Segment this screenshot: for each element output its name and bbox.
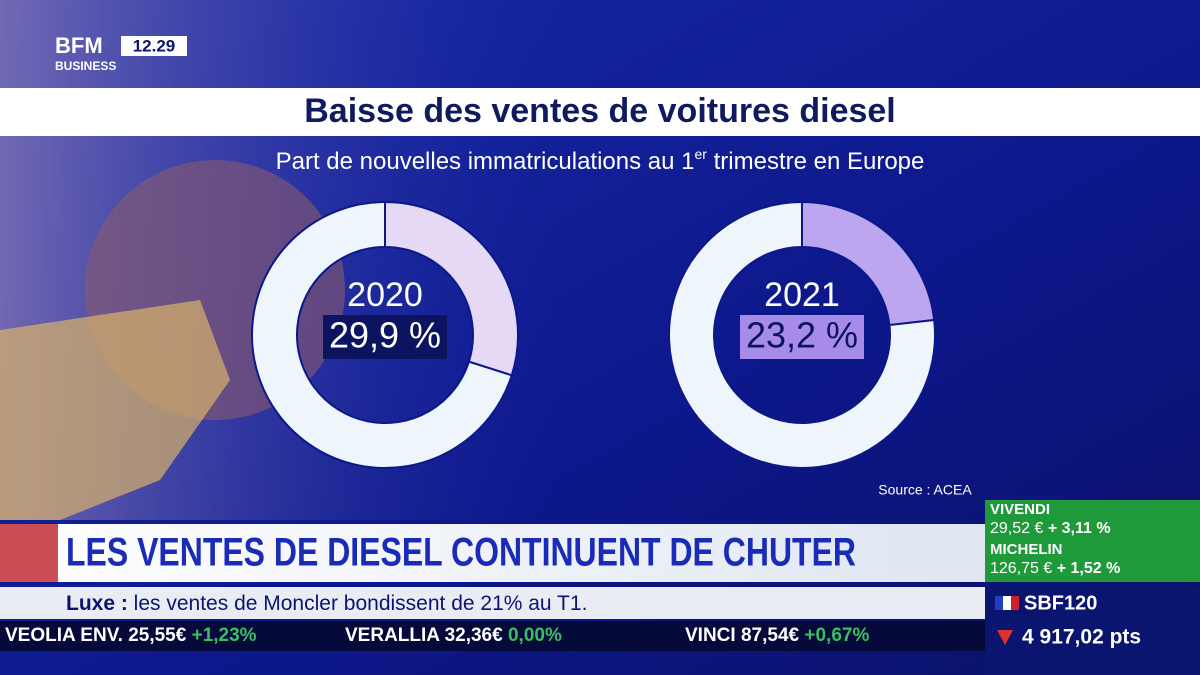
news-topic: Luxe :	[66, 592, 128, 615]
headline-accent	[0, 524, 58, 582]
subtitle: Part de nouvelles immatriculations au 1e…	[276, 146, 925, 176]
flag	[995, 596, 1003, 610]
value-label: 23,2 %	[746, 315, 858, 356]
flag	[1003, 596, 1011, 610]
value-box	[740, 315, 864, 359]
stock-quote: 29,52 € + 3,11 %	[990, 520, 1111, 537]
ticker-text: 87,54€	[741, 625, 800, 646]
headline-band	[0, 524, 985, 582]
ticker: VEOLIA ENV. 25,55€ +1,23% VERALLIA 32,36…	[5, 625, 869, 646]
stock-price: 29,52 €	[990, 520, 1043, 537]
donut-segment	[668, 200, 936, 469]
stock-price: 126,75 €	[990, 560, 1052, 577]
index-name: SBF120	[1024, 592, 1097, 614]
photo-shape	[0, 300, 230, 520]
ticker-change: +1,23%	[192, 625, 257, 646]
ticker-item: VEOLIA ENV. 25,55€ +1,23%	[5, 625, 257, 646]
value-label: 29,9 %	[329, 315, 441, 356]
stock-change: + 1,52 %	[1057, 560, 1121, 577]
stock-change: + 3,11 %	[1048, 520, 1111, 537]
value-box	[323, 315, 447, 359]
stocks-panel	[985, 500, 1200, 582]
source: Source : ACEA	[878, 482, 972, 498]
title: Baisse des ventes de voitures diesel	[304, 92, 896, 130]
news-band	[0, 587, 985, 619]
ticker-band	[0, 621, 985, 651]
stock-name: MICHELIN	[990, 541, 1063, 558]
ticker-text: VINCI	[685, 625, 736, 646]
ticker-change: +0,67%	[804, 625, 869, 646]
flag	[1011, 596, 1019, 610]
year-label: 2021	[764, 276, 840, 314]
ticker-item: VINCI 87,54€ +0,67%	[685, 625, 869, 646]
subtitle-sup: er	[694, 146, 707, 162]
ticker-item: VERALLIA 32,36€ 0,00%	[345, 625, 562, 646]
ticker-change: 0,00%	[508, 625, 562, 646]
stock-name: VIVENDI	[990, 501, 1050, 518]
news-text: les ventes de Moncler bondissent de 21% …	[128, 592, 588, 615]
headline: LES VENTES DE DIESEL CONTINUENT DE CHUTE…	[66, 531, 856, 575]
index-panel	[985, 587, 1200, 675]
down-arrow	[997, 630, 1013, 645]
ticker-text: 25,55€	[128, 625, 187, 646]
subtitle-part: trimestre en Europe	[707, 148, 924, 175]
ticker-text: VERALLIA	[345, 625, 440, 646]
stocks: VIVENDI 29,52 € + 3,11 % MICHELIN 126,75 € …	[990, 501, 1120, 577]
year-label: 2020	[347, 276, 423, 314]
donut-segment	[251, 200, 514, 469]
index-value: 4 917,02 pts	[1022, 626, 1141, 649]
stock-quote: 126,75 € + 1,52 %	[990, 560, 1120, 577]
title-band	[0, 88, 1200, 136]
news: Luxe : les ventes de Moncler bondissent …	[66, 592, 587, 615]
logo: BFM	[55, 33, 103, 58]
ticker-text: VEOLIA ENV.	[5, 625, 123, 646]
subtitle-part: Part de nouvelles immatriculations au 1	[276, 148, 695, 175]
ticker-text: 32,36€	[445, 625, 504, 646]
logo-sub: BUSINESS	[55, 59, 116, 73]
time: 12.29	[133, 36, 176, 55]
time-box	[121, 36, 187, 56]
